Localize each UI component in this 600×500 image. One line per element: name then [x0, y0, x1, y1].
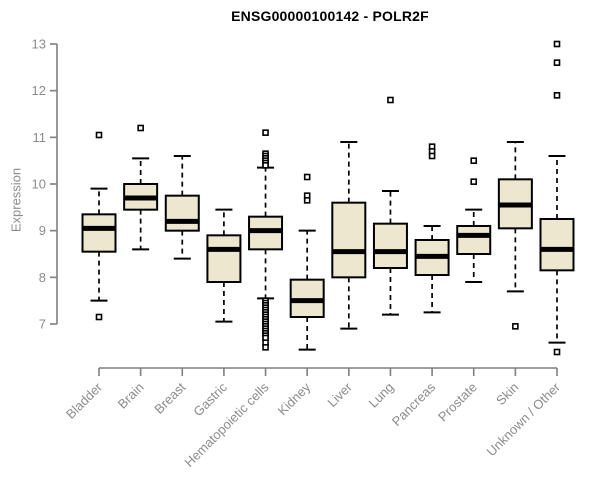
x-tick-label: Skin — [493, 380, 521, 408]
boxplot-gastric — [206, 208, 242, 323]
outlier-point — [303, 197, 311, 204]
outlier-point — [262, 344, 269, 351]
x-tick-label: Pancreas — [389, 379, 439, 429]
boxplot-unknown-other — [539, 40, 575, 356]
iqr-box — [164, 194, 200, 232]
y-tick-label: 11 — [33, 130, 47, 145]
x-tick-label: Lung — [366, 380, 397, 411]
x-tick-label: Kidney — [275, 379, 314, 418]
outlier-point — [512, 323, 519, 330]
x-tick-label: Liver — [324, 379, 355, 410]
boxplot-brain — [123, 124, 159, 251]
boxplot-skin — [497, 141, 533, 330]
outlier-point — [428, 152, 436, 160]
y-tick-label: 9 — [39, 223, 46, 238]
y-tick-label: 10 — [32, 177, 46, 192]
x-tick-label: Unknown / Other — [484, 379, 564, 459]
iqr-box — [331, 201, 367, 279]
boxplot-liver — [331, 141, 367, 330]
outlier-point — [553, 348, 561, 356]
outlier-point — [553, 92, 561, 99]
outlier-point — [470, 157, 478, 164]
x-tick-label: Gastric — [190, 379, 230, 419]
outlier-point — [95, 313, 103, 321]
boxplot-breast — [164, 155, 200, 260]
boxplot-bladder — [81, 131, 117, 321]
iqr-box — [539, 218, 575, 272]
boxplot-prostate — [456, 157, 492, 283]
boxplot-kidney — [289, 173, 325, 351]
y-tick-label: 12 — [32, 83, 46, 98]
iqr-box — [456, 225, 492, 255]
boxplot-hematopoietic-cells — [248, 129, 284, 351]
outlier-point — [303, 173, 311, 181]
outlier-point — [387, 96, 394, 104]
outlier-point — [137, 124, 144, 132]
y-tick-label: 7 — [39, 317, 46, 332]
outlier-point — [470, 178, 478, 185]
chart-title: ENSG00000100142 - POLR2F — [231, 8, 429, 24]
iqr-box — [81, 213, 117, 253]
boxplot-pancreas — [414, 143, 450, 314]
iqr-box — [372, 222, 408, 270]
iqr-box — [206, 234, 242, 283]
x-tick-label: Prostate — [435, 380, 480, 425]
x-tick-label: Bladder — [63, 379, 106, 422]
outlier-point — [553, 59, 561, 66]
y-axis-title: Expression — [8, 167, 24, 233]
outlier-point — [262, 129, 269, 136]
y-tick-label: 13 — [32, 37, 46, 52]
outlier-point — [262, 162, 269, 169]
boxplot-lung — [372, 96, 408, 316]
x-tick-label: Breast — [151, 379, 188, 416]
y-tick-label: 8 — [39, 270, 46, 285]
outlier-point — [95, 131, 103, 139]
outlier-point — [553, 40, 561, 48]
x-tick-label: Brain — [115, 380, 147, 412]
